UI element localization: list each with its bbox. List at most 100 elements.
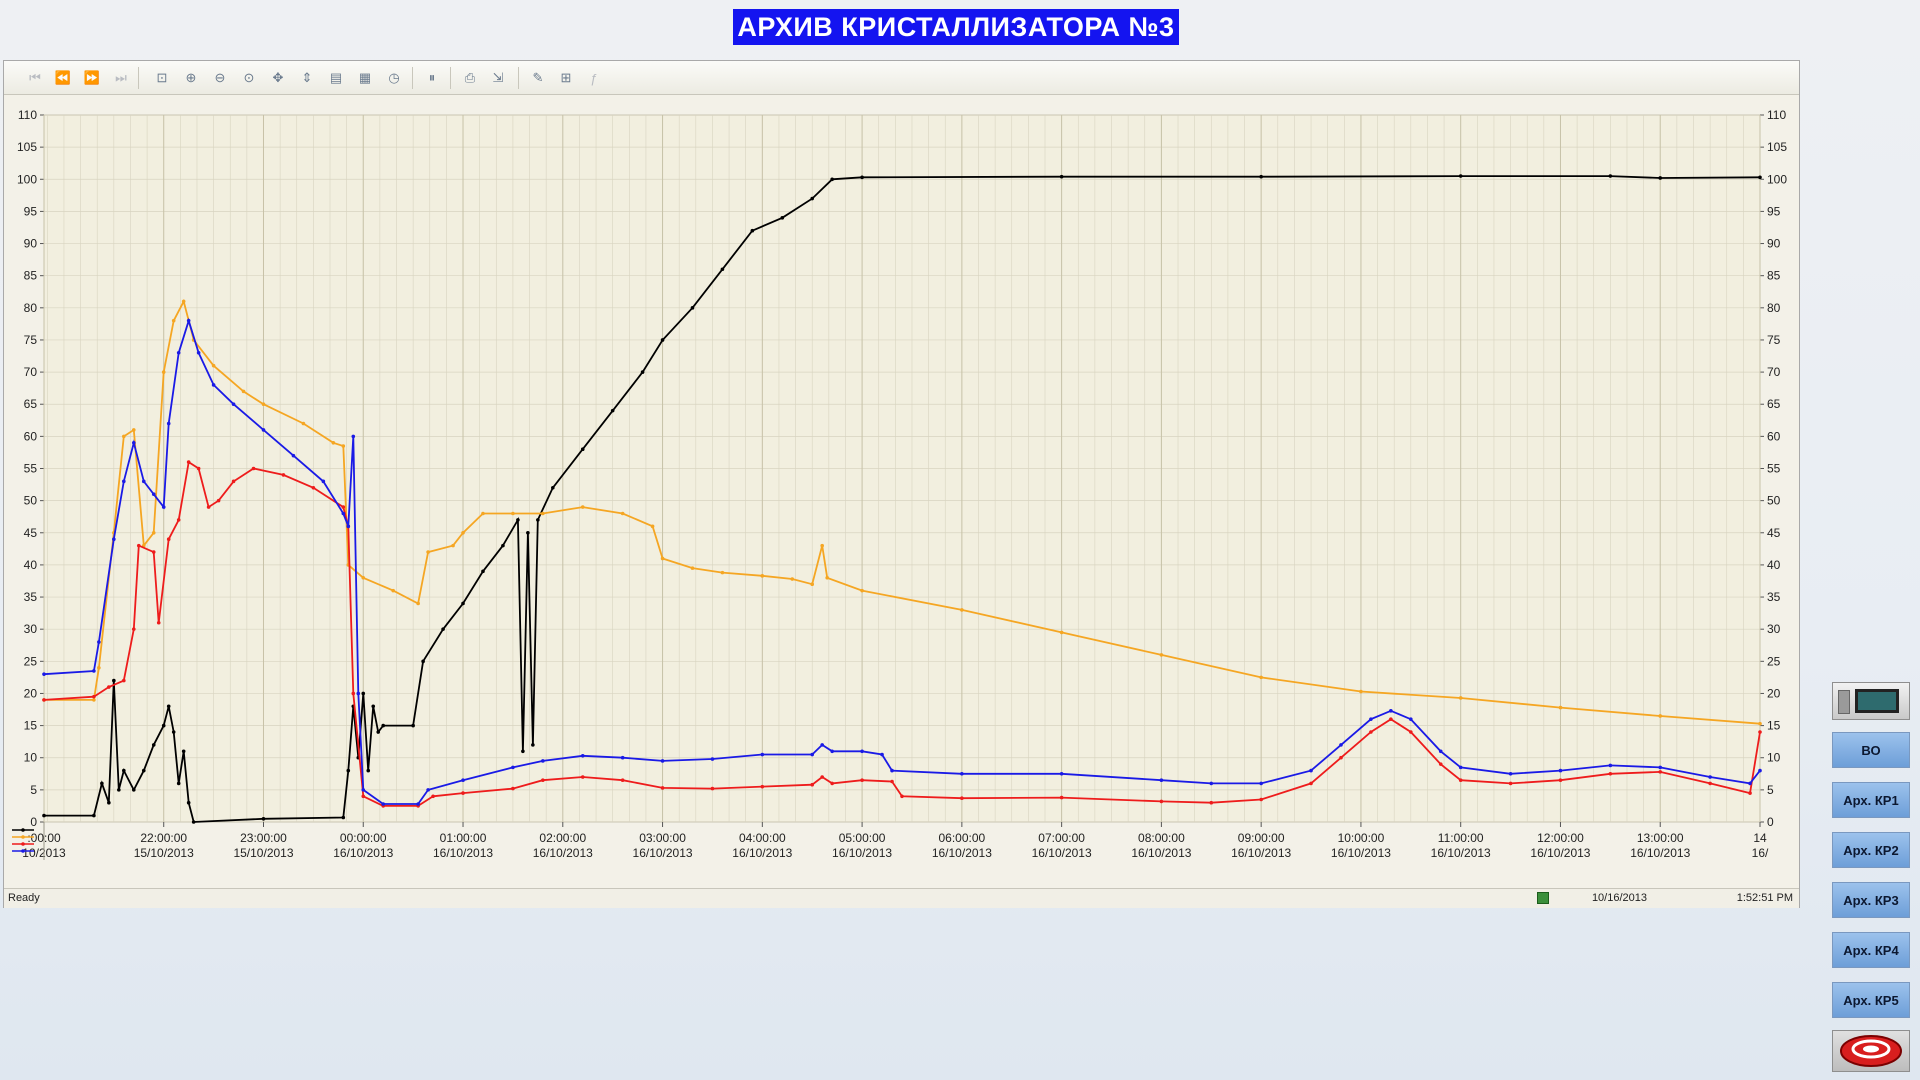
alarm-button[interactable] <box>1832 1030 1910 1072</box>
x-tick-label-date: 16/10/2013 <box>1530 846 1590 860</box>
pan-icon[interactable]: ✥ <box>272 70 284 85</box>
series-point-3 <box>196 351 201 355</box>
series-point-0 <box>526 530 530 535</box>
bo-button[interactable]: ВО <box>1832 732 1910 768</box>
x-tick-label-time: 03:00:00 <box>639 831 686 845</box>
y-tick-label-left: 75 <box>24 333 38 347</box>
axes-icon[interactable]: ⊞ <box>560 70 572 85</box>
series-point-3 <box>351 434 356 439</box>
series-point-1 <box>416 601 420 606</box>
series-point-1 <box>301 421 306 426</box>
series-point-3 <box>176 351 181 355</box>
function-icon[interactable]: ƒ <box>590 70 598 86</box>
x-tick-label-date: 16/10/2013 <box>633 846 693 860</box>
series-point-0 <box>122 768 126 773</box>
series-point-2 <box>107 685 111 689</box>
y-tick-label-right: 95 <box>1767 204 1781 218</box>
series-point-3 <box>166 421 171 426</box>
series-point-0 <box>376 730 381 734</box>
series-point-2 <box>166 537 171 541</box>
x-tick-label-date: 15/10/2013 <box>134 846 194 860</box>
series-point-2 <box>710 786 715 791</box>
series-point-2 <box>1209 800 1214 805</box>
series-point-0 <box>1458 174 1463 178</box>
monitor-button[interactable] <box>1832 682 1910 720</box>
series-point-1 <box>151 530 156 535</box>
series-point-1 <box>580 505 585 509</box>
archive-kr2-button[interactable]: Арх. КР2 <box>1832 832 1910 868</box>
series-point-3 <box>710 757 715 761</box>
archive-kr3-button[interactable]: Арх. КР3 <box>1832 882 1910 918</box>
grid-icon[interactable]: ▦ <box>358 70 372 85</box>
series-point-3 <box>122 479 126 484</box>
y-tick-label-left: 55 <box>24 462 38 476</box>
x-tick-label-time: 05:00:00 <box>839 831 886 845</box>
series-point-3 <box>42 672 46 676</box>
y-tick-label-right: 40 <box>1767 558 1781 572</box>
alarm-icon <box>1840 1035 1902 1067</box>
archive-kr4-button[interactable]: Арх. КР4 <box>1832 932 1910 968</box>
properties-icon[interactable]: ▤ <box>329 70 343 85</box>
series-point-0 <box>461 601 465 606</box>
y-tick-label-left: 70 <box>24 365 38 379</box>
series-point-0 <box>100 781 104 786</box>
y-axis-scale-icon[interactable]: ⇕ <box>301 70 313 85</box>
archive-kr5-button[interactable]: Арх. КР5 <box>1832 982 1910 1018</box>
series-point-3 <box>1159 778 1164 783</box>
print-icon[interactable]: ⎙ <box>464 70 476 85</box>
series-point-3 <box>660 759 665 763</box>
series-point-2 <box>231 479 236 484</box>
y-tick-label-right: 110 <box>1767 108 1786 122</box>
series-point-0 <box>421 659 425 664</box>
series-point-2 <box>136 543 141 548</box>
series-point-2 <box>1159 799 1164 804</box>
pause-icon[interactable]: ⏸ <box>428 70 436 85</box>
series-point-3 <box>620 755 625 760</box>
series-point-1 <box>181 299 186 304</box>
series-point-2 <box>176 518 181 522</box>
status-date: 10/16/2013 <box>1591 892 1647 904</box>
page-title: АРХИВ КРИСТАЛЛИЗАТОРА №3 <box>733 9 1179 45</box>
archive-kr1-button[interactable]: Арх. КР1 <box>1832 782 1910 818</box>
series-point-0 <box>660 338 665 342</box>
series-point-1 <box>331 440 336 445</box>
series-point-3 <box>426 788 430 792</box>
zoom-fit-icon[interactable]: ⊙ <box>243 70 255 85</box>
time-icon[interactable]: ◷ <box>388 70 400 85</box>
x-tick-label-date: 16/10/2013 <box>333 846 393 860</box>
x-tick-label-date: 16/10/2013 <box>1032 846 1092 860</box>
series-point-3 <box>97 640 101 644</box>
previous-page-icon[interactable]: ⏪ <box>54 70 72 85</box>
next-page-icon[interactable]: ⏩ <box>83 70 101 85</box>
series-point-2 <box>1748 791 1752 795</box>
zoom-out-icon[interactable]: ⊖ <box>214 70 226 85</box>
last-page-icon[interactable]: ⏭ <box>115 70 127 85</box>
series-point-3 <box>760 752 765 757</box>
legend-pen-marker-3 <box>21 849 25 853</box>
export-icon[interactable]: ⇲ <box>492 70 504 85</box>
add-pen-icon[interactable]: ✎ <box>532 70 544 85</box>
series-point-0 <box>1658 176 1663 180</box>
series-point-1 <box>92 698 96 702</box>
zoom-box-icon[interactable]: ⊡ <box>156 70 168 85</box>
series-point-0 <box>1059 174 1064 179</box>
legend-pen-marker-1 <box>21 835 25 839</box>
series-point-2 <box>890 779 894 784</box>
y-tick-label-left: 85 <box>24 269 38 283</box>
zoom-in-icon[interactable]: ⊕ <box>185 70 197 85</box>
y-tick-label-right: 105 <box>1767 140 1787 154</box>
series-point-3 <box>341 511 346 516</box>
series-point-3 <box>1389 709 1393 713</box>
series-point-1 <box>820 543 824 548</box>
series-point-2 <box>156 620 161 625</box>
series-point-1 <box>451 543 455 548</box>
series-point-1 <box>1059 630 1064 635</box>
y-tick-label-right: 100 <box>1767 172 1787 186</box>
first-page-icon[interactable]: ⏮ <box>29 70 41 85</box>
series-point-0 <box>361 691 366 696</box>
series-point-1 <box>690 566 695 570</box>
x-tick-label-time: 22:00:00 <box>140 831 187 845</box>
series-point-3 <box>416 802 420 806</box>
series-point-2 <box>122 678 126 683</box>
